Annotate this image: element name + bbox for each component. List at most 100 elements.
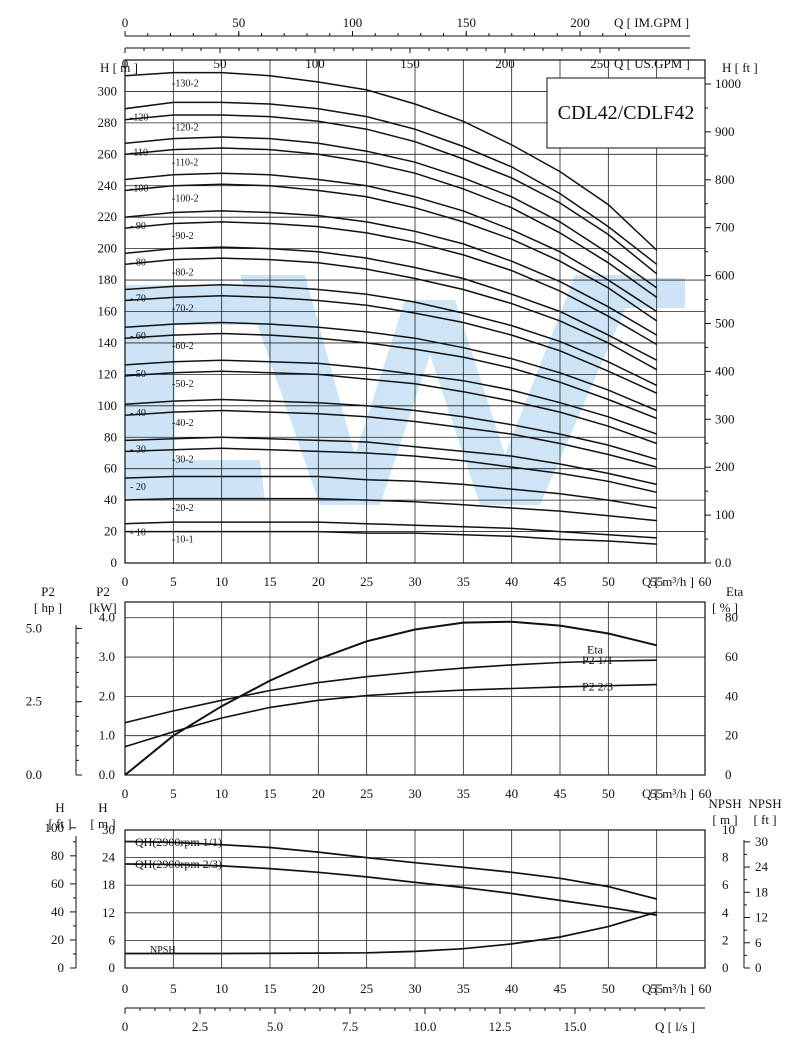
series-line-70: [124, 284, 658, 387]
series-line-1: [124, 863, 657, 916]
eta-tick-label: 80: [725, 610, 738, 625]
series-line-1: [124, 659, 657, 724]
x-tick-label: 5: [170, 786, 177, 801]
series-line-1102: [124, 147, 658, 299]
series-label: -60-2: [172, 341, 194, 352]
npsh-m-tick-label: 8: [722, 850, 729, 865]
series-label: P2 1/1: [582, 653, 613, 667]
y-right-tick-label: 1000: [715, 76, 741, 91]
kw-axis-unit: [kW]: [89, 600, 116, 615]
series-label: QH(2900rpm 1/1): [135, 835, 222, 849]
x-tick-label: 40: [505, 574, 518, 589]
x-tick-label: 0: [122, 574, 129, 589]
im-gpm-label: Q [ IM.GPM ]: [614, 15, 689, 30]
eta-tick-label: 0: [725, 767, 732, 782]
us-gpm-tick-label: 0: [122, 56, 129, 71]
hp-axis-unit: [ hp ]: [34, 600, 62, 615]
npsh-ft-tick-label: 30: [755, 834, 768, 849]
y-tick-label: 80: [104, 429, 117, 444]
npsh-ft-axis-unit: [ ft ]: [753, 812, 776, 827]
m-tick-label: 6: [109, 932, 116, 947]
npsh-ft-axis-title: NPSH: [748, 796, 781, 811]
series-line-20: [124, 475, 657, 509]
y-right-tick-label: 900: [715, 124, 735, 139]
y-tick-label: 240: [98, 178, 118, 193]
us-gpm-tick-label: 250: [590, 56, 610, 71]
x-tick-label: 55: [650, 574, 663, 589]
series-label: - 20: [130, 482, 146, 493]
kw-tick-label: 3.0: [99, 649, 115, 664]
series-line-101: [125, 530, 657, 545]
x-tick-label: 35: [457, 786, 470, 801]
series-line-302: [124, 447, 657, 494]
x-tick-label: 60: [699, 786, 712, 801]
ft-tick-label: 20: [51, 932, 64, 947]
series-line-1202: [124, 114, 658, 275]
y-right-tick-label: 300: [715, 411, 735, 426]
eta-tick-label: 40: [725, 688, 738, 703]
y-right-tick-label: 500: [715, 315, 735, 330]
x-tick-label: 50: [602, 574, 615, 589]
kw-tick-label: 1.0: [99, 728, 115, 743]
m-tick-label: 18: [102, 877, 115, 892]
series-label: -40-2: [172, 418, 194, 429]
ls-axis-label: Q [ l/s ]: [655, 1019, 695, 1034]
ls-tick-label: 2.5: [192, 1019, 208, 1034]
series-line-902: [124, 221, 658, 346]
x-tick-label: 45: [554, 786, 567, 801]
ft-tick-label: 100: [45, 820, 65, 835]
eta-axis-unit: [ % ]: [712, 600, 738, 615]
ft-tick-label: 60: [51, 876, 64, 891]
y-tick-label: 300: [98, 83, 118, 98]
x-tick-label: 35: [457, 981, 470, 996]
npsh-ft-tick-label: 24: [755, 859, 769, 874]
y-tick-label: 40: [104, 492, 117, 507]
series-line-50: [124, 359, 657, 435]
x-tick-label: 50: [602, 981, 615, 996]
kw-tick-label: 0.0: [99, 767, 115, 782]
ls-tick-label: 15.0: [564, 1019, 587, 1034]
x-tick-label: 25: [360, 981, 373, 996]
ft-tick-label: 40: [51, 904, 64, 919]
y-tick-label: 60: [104, 461, 117, 476]
ft-axis-title: H: [55, 800, 64, 815]
kw-axis-title: P2: [96, 584, 110, 599]
title-box: [546, 77, 706, 149]
x-tick-label: 10: [215, 981, 228, 996]
npsh-ft-tick-label: 6: [755, 935, 762, 950]
x-tick-label: 40: [505, 786, 518, 801]
y-right-tick-label: 800: [715, 172, 735, 187]
series-label: -20-2: [172, 503, 194, 514]
ls-tick-label: 7.5: [342, 1019, 358, 1034]
y-tick-label: 160: [98, 304, 118, 319]
plot-frame: [124, 59, 706, 564]
series-line-402: [124, 409, 657, 468]
series-label: NPSH: [150, 945, 176, 956]
series-label: Eta: [587, 642, 604, 656]
us-gpm-tick-label: 50: [214, 56, 227, 71]
us-gpm-tick-label: 100: [305, 56, 325, 71]
x-tick-label: 45: [554, 981, 567, 996]
series-label: -130-2: [172, 79, 199, 90]
y-tick-label: 280: [98, 115, 118, 130]
m-tick-label: 24: [102, 850, 116, 865]
series-line-702: [124, 295, 658, 394]
hp-tick-label: 5.0: [26, 620, 42, 635]
y-right-tick-label: 200: [715, 459, 735, 474]
y-right-tick-label: 100: [715, 507, 735, 522]
y-tick-label: 200: [98, 241, 118, 256]
x-axis-label: Q [ m³/h ]: [642, 981, 694, 996]
x-tick-label: 15: [264, 574, 277, 589]
x-tick-label: 30: [409, 786, 422, 801]
y-right-tick-label: 700: [715, 220, 735, 235]
y-right-tick-label: 0.0: [715, 555, 731, 570]
series-label: -30-2: [172, 454, 194, 465]
series-label: - 30: [130, 444, 146, 455]
series-label: -70-2: [172, 303, 194, 314]
npsh-m-tick-label: 6: [722, 877, 729, 892]
series-line-1302: [124, 71, 658, 251]
x-tick-label: 60: [699, 574, 712, 589]
m-axis-unit: [ m ]: [90, 816, 115, 831]
y-tick-label: 100: [98, 398, 118, 413]
series-line-2: [125, 911, 657, 955]
